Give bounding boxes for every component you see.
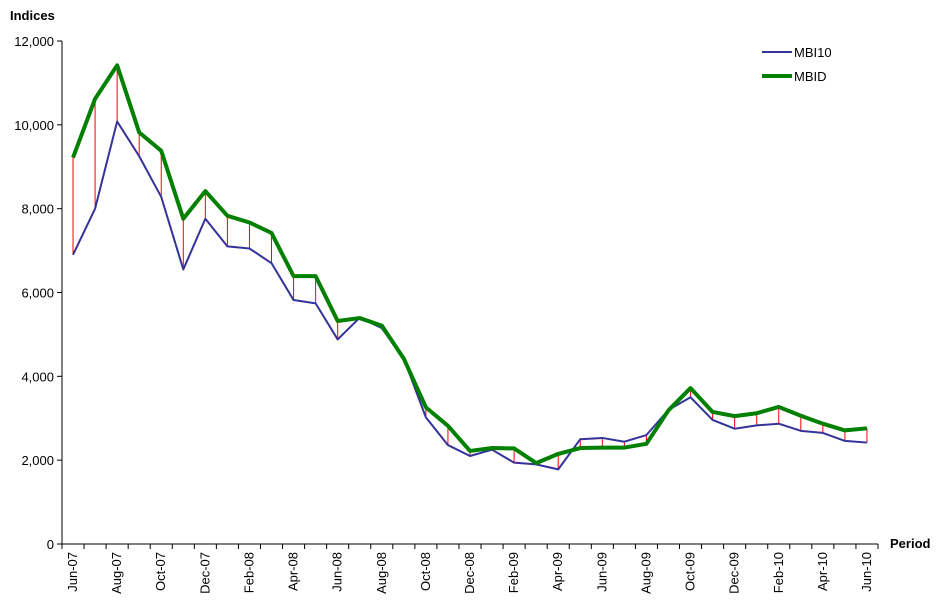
y-ticks: 0 2,000 4,000 6,000 8,000 10,000 12,000 <box>14 34 62 552</box>
x-tick-label: Oct-09 <box>683 552 698 591</box>
x-axis-title: Period <box>890 536 931 551</box>
legend-label-mbid: MBID <box>794 69 827 84</box>
x-tick-label: Apr-09 <box>550 552 565 591</box>
x-tick-label: Aug-09 <box>638 552 653 594</box>
series-line-mbi10 <box>72 120 868 471</box>
series-lines <box>71 63 868 471</box>
x-tick-label: Dec-07 <box>197 552 212 594</box>
x-tick-label: Jun-08 <box>330 552 345 592</box>
legend-label-mbi10: MBI10 <box>794 45 832 60</box>
x-tick-label: Feb-08 <box>241 552 256 593</box>
x-tick-label: Jun-10 <box>859 552 874 592</box>
difference-lines <box>72 65 868 470</box>
legend: MBI10 MBID <box>762 45 832 84</box>
x-tick-label: Oct-07 <box>153 552 168 591</box>
y-tick-label: 10,000 <box>14 118 54 133</box>
y-tick-label: 8,000 <box>21 202 54 217</box>
axes <box>61 41 878 545</box>
x-tick-label: Feb-09 <box>506 552 521 593</box>
x-ticks: Jun-07 Aug-07 Oct-07 Dec-07 Feb-08 Apr-08 Jun-… <box>61 544 879 594</box>
x-tick-label: Feb-10 <box>771 552 786 593</box>
x-tick-label: Dec-08 <box>462 552 477 594</box>
y-tick-label: 4,000 <box>21 369 54 384</box>
x-tick-label: Jun-09 <box>594 552 609 592</box>
y-tick-label: 12,000 <box>14 34 54 49</box>
x-tick-label: Aug-08 <box>374 552 389 594</box>
y-tick-label: 6,000 <box>21 286 54 301</box>
x-tick-label: Oct-08 <box>418 552 433 591</box>
x-tick-label: Aug-07 <box>109 552 124 594</box>
x-tick-label: Jun-07 <box>65 552 80 592</box>
series-line-mbid <box>71 63 868 466</box>
x-tick-label: Dec-09 <box>727 552 742 594</box>
y-axis-title: Indices <box>10 8 55 23</box>
y-tick-label: 2,000 <box>21 453 54 468</box>
x-tick-label: Apr-10 <box>815 552 830 591</box>
x-tick-label: Apr-08 <box>286 552 301 591</box>
y-tick-label: 0 <box>47 537 54 552</box>
